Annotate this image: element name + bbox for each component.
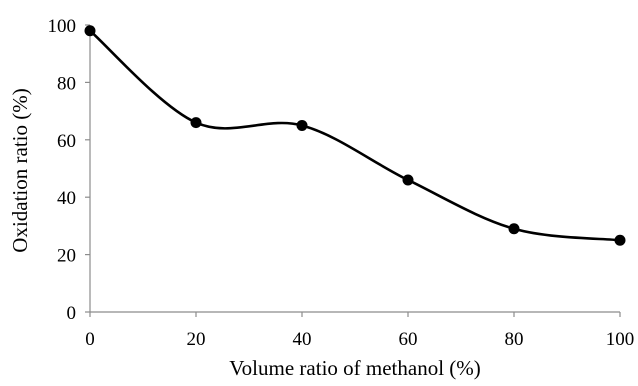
y-tick-label: 80 — [57, 73, 76, 94]
y-ticks: 0 20 40 60 80 100 — [48, 16, 90, 324]
data-point — [84, 25, 96, 37]
y-tick-label: 20 — [57, 246, 76, 267]
x-ticks: 0 20 40 60 80 100 — [85, 312, 634, 350]
data-point — [614, 234, 626, 246]
y-axis-label: Oxidation ratio (%) — [8, 88, 32, 252]
x-tick-label: 20 — [187, 329, 206, 350]
x-tick-label: 100 — [606, 329, 635, 350]
x-tick-label: 0 — [85, 329, 95, 350]
y-tick-label: 60 — [57, 131, 76, 152]
x-tick-label: 60 — [399, 329, 418, 350]
series-line — [89, 29, 621, 242]
data-points — [84, 25, 626, 246]
x-tick-label: 80 — [505, 329, 524, 350]
x-axis-label: Volume ratio of methanol (%) — [229, 356, 481, 380]
y-tick-label: 0 — [67, 303, 77, 324]
y-tick-label: 100 — [48, 16, 77, 37]
data-point — [402, 174, 414, 186]
data-point — [508, 223, 520, 235]
axes — [89, 25, 620, 313]
y-tick-label: 40 — [57, 188, 76, 209]
data-point — [296, 119, 308, 131]
data-point — [190, 117, 202, 129]
x-tick-label: 40 — [293, 329, 312, 350]
